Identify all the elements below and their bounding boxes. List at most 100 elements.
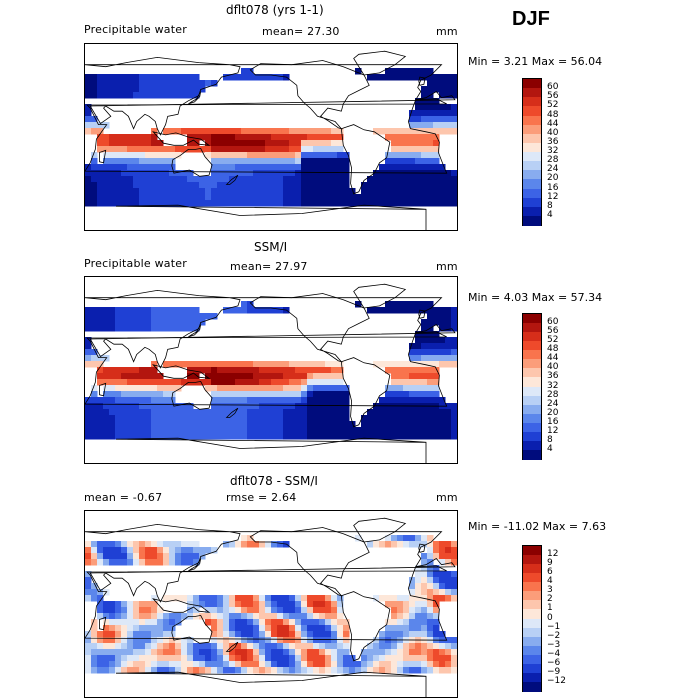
colorbar-tick-label: 16 [547,416,559,427]
colorbar-tick-label: 24 [547,164,559,175]
colorbar-segment [523,618,541,629]
colorbar-segment [523,636,541,647]
colorbar-tick-label: 4 [547,209,553,220]
min-max-label: Min = 4.03 Max = 57.34 [468,291,603,304]
map-svg [85,517,457,697]
colorbar-tick-label: 20 [547,173,559,184]
colorbar-segment [523,133,541,144]
colorbar-tick-label: −9 [547,666,561,677]
coastline [85,523,456,603]
colorbar-segment [523,106,541,116]
colorbar-tick-label: −1 [547,621,561,632]
colorbar-segment [523,197,541,208]
colorbar-tick-label: 8 [547,434,553,445]
min-max-label: Min = -11.02 Max = 7.63 [468,520,607,533]
coastline [340,591,391,662]
coastline [85,331,448,407]
units-label: mm [436,260,458,273]
colorbar-tick-label: 56 [547,91,559,102]
coastline [353,50,407,76]
coastline [85,565,448,641]
coastline [225,407,239,418]
coastline [188,324,202,338]
colorbar-tick-label: 28 [547,389,559,400]
colorbar-segment [523,386,541,397]
colorbar-tick-label: 44 [547,353,559,364]
map-panel-diff [84,510,458,698]
coastline [225,641,239,652]
colorbar-segment [523,672,541,683]
colorbar-segment [523,161,541,171]
colorbar-segment [523,591,541,601]
colorbar-segment [523,350,541,360]
panel-title: dflt078 - SSM/I [230,474,318,488]
colorbar-segment [523,609,541,619]
colorbar-segment [523,413,541,424]
colorbar-tick-label: 48 [547,344,559,355]
units-label: mm [436,25,458,38]
colorbar-segment [523,681,541,692]
colorbar-tick-label: 8 [547,200,553,211]
coastline [340,124,391,195]
coastline [85,98,448,174]
colorbar-segment [523,97,541,107]
coastline [171,614,213,644]
colorbar-tick-label: 32 [547,380,559,391]
colorbar-segment [523,422,541,433]
colorbar-segment [523,377,541,387]
colorbar-tick-label: −2 [547,630,561,641]
colorbar-model: 60 56 52 48 44 40 36 32 28 24 20 16 12 8 4 [522,78,558,226]
colorbar-tick-label: 12 [547,425,559,436]
coastline [418,543,426,553]
colorbar-tick-label: 12 [547,191,559,202]
colorbar-segment [523,323,541,333]
colorbar-segment [523,395,541,406]
colorbar-segment [523,206,541,217]
coastline [171,147,213,177]
colorbar-tick-label: 28 [547,155,559,166]
colorbar-segment [523,546,541,556]
colorbar-tick-label: 4 [547,576,553,587]
colorbar-tick-label: 1 [547,603,553,614]
colorbar-tick-label: 40 [547,127,559,138]
colorbar-segment [523,645,541,656]
colorbar-segment [523,555,541,565]
colorbar-segment [523,215,541,226]
colorbar-tick-label: 32 [547,146,559,156]
coastline [249,60,370,130]
colorbar-tick-label: −6 [547,657,561,668]
coastline [418,309,426,319]
map-panel-obs [84,276,458,464]
coastline [99,382,107,397]
colorbar-tick-label: −4 [547,648,561,659]
colorbar-tick-label: 40 [547,362,559,373]
coastline [115,671,427,697]
coastline [353,517,407,543]
variable-label: Precipitable water [84,23,187,36]
mean-label: mean= 27.97 [230,260,308,273]
colorbar-tick-label: 48 [547,109,559,120]
colorbar-segment [523,368,541,378]
colorbar-segment [523,440,541,451]
colorbar-segment [523,332,541,342]
season-label: DJF [512,8,550,30]
colorbar-diff: 12 9 6 4 3 2 1 0 −1 −2 −3 −4 −6 −9 −12 [522,545,566,692]
coastline [152,598,211,613]
panel-title: SSM/I [254,240,288,254]
colorbar-tick-label: 2 [547,594,553,605]
colorbar-tick-label: 60 [547,317,559,328]
coastline [353,283,407,309]
coastline [249,293,370,363]
min-max-label: Min = 3.21 Max = 56.04 [468,55,603,68]
colorbar-tick-label: 12 [547,549,559,560]
colorbar-segment [523,573,541,583]
colorbar-segment [523,152,541,162]
coastline [85,289,456,369]
colorbar-segment [523,663,541,674]
colorbar-segment [523,314,541,324]
coastline [152,131,211,146]
mean-label: mean = -0.67 [84,491,163,504]
colorbar-tick-label: 4 [547,443,553,454]
coastline [115,437,427,463]
rmse-label: rmse = 2.64 [226,491,297,504]
